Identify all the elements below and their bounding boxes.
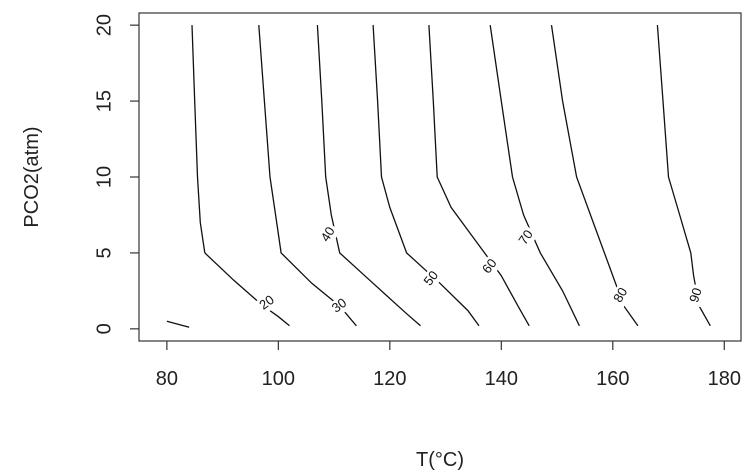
contour-line-30 <box>258 25 357 327</box>
x-tick-label: 120 <box>373 368 406 390</box>
contour-label-80: 80 <box>609 282 634 309</box>
y-tick-label: 5 <box>93 247 115 258</box>
contour-line-80 <box>550 25 639 327</box>
contour-label-backing <box>477 253 503 280</box>
contour-label-60: 60 <box>477 253 503 280</box>
contour-label-90: 90 <box>685 283 708 308</box>
contour-label-50: 50 <box>419 265 445 292</box>
contour-label-backing <box>685 283 708 308</box>
contour-label-text: 50 <box>420 268 441 289</box>
contour-label-text: 60 <box>479 256 500 277</box>
y-tick-label: 15 <box>93 90 115 112</box>
x-tick-label: 100 <box>262 368 295 390</box>
contour-label-backing <box>316 221 341 248</box>
x-tick-label: 140 <box>485 368 518 390</box>
contour-labels: 20 30 40 50 60 70 80 90 <box>254 221 708 319</box>
contour-label-text: 80 <box>610 285 630 305</box>
contour-line-40 <box>316 25 421 327</box>
contour-label-text: 90 <box>686 286 705 304</box>
contour-label-text: 30 <box>329 295 350 316</box>
y-tick-label: 0 <box>93 323 115 334</box>
contour-label-70: 70 <box>514 224 539 251</box>
contour-label-40: 40 <box>316 221 341 248</box>
contour-label-backing <box>326 293 353 319</box>
x-axis: 80 100 120 140 160 180 <box>156 341 741 390</box>
x-tick-label: 80 <box>156 368 178 390</box>
contour-line-60 <box>428 25 530 327</box>
y-tick-label: 10 <box>93 166 115 188</box>
plot-frame <box>138 12 742 342</box>
contour-label-20: 20 <box>254 290 280 316</box>
y-tick-label: 20 <box>93 14 115 36</box>
contour-line-20 <box>191 25 206 253</box>
x-tick-label: 160 <box>596 368 629 390</box>
x-axis-title: T(°C) <box>416 449 464 471</box>
contour-label-30: 30 <box>326 293 353 319</box>
contour-label-text: 40 <box>317 224 337 244</box>
y-axis: 0 5 10 15 20 <box>93 14 139 334</box>
contour-label-text: 20 <box>256 292 277 313</box>
contour-label-backing <box>514 224 539 251</box>
contour-line-20 <box>166 320 190 328</box>
contour-line-90 <box>656 25 711 327</box>
contour-label-backing <box>609 282 634 309</box>
contour-label-backing <box>254 290 280 316</box>
contour-line-20 <box>204 252 290 327</box>
x-tick-label: 180 <box>708 368 741 390</box>
contour-line-70 <box>489 25 580 327</box>
contour-line-50 <box>372 25 480 327</box>
contour-label-text: 70 <box>515 227 536 247</box>
y-axis-title: PCO2(atm) <box>21 126 43 227</box>
contour-label-backing <box>419 265 445 292</box>
